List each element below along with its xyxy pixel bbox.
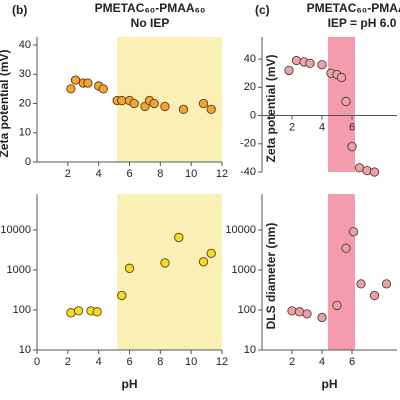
point <box>73 306 84 316</box>
shaded-region <box>328 194 355 350</box>
point <box>160 258 170 268</box>
x-tick-label: 2 <box>65 356 71 368</box>
point <box>98 84 108 94</box>
y-tick-label: 10 <box>19 344 31 356</box>
chart-subtitle: No IEP <box>131 16 170 30</box>
point <box>117 95 127 106</box>
point <box>66 84 76 94</box>
y-tick-label: 100 <box>13 304 31 316</box>
y-tick-label: 20 <box>19 97 31 109</box>
x-tick-label: 4 <box>96 356 102 368</box>
y-tick-label: 10000 <box>0 224 31 236</box>
x-tick-label: 8 <box>157 356 163 368</box>
point <box>160 101 170 112</box>
y-tick-label: 1000 <box>7 264 31 276</box>
point <box>369 290 380 301</box>
y-tick-label: 100 <box>238 304 256 316</box>
point <box>302 309 312 319</box>
y-axis-label: Zeta potential (mV) <box>0 49 11 157</box>
point <box>174 232 184 243</box>
y-tick-label: 10 <box>244 344 256 356</box>
point <box>178 104 189 115</box>
y-tick-label: -40 <box>240 166 256 178</box>
point <box>129 98 139 109</box>
point <box>362 165 372 176</box>
point <box>206 248 216 259</box>
y-tick-label: 0 <box>250 109 256 121</box>
x-tick-label: 0 <box>34 356 40 368</box>
point <box>317 312 327 323</box>
y-tick-label: 30 <box>19 68 31 80</box>
y-axis-label: DLS diameter (nm) <box>264 223 278 330</box>
x-tick-label: 4 <box>319 121 325 133</box>
y-tick-label: -20 <box>240 138 256 150</box>
y-tick-label: 0 <box>25 156 31 168</box>
x-axis-label: pH <box>322 377 338 391</box>
point <box>336 72 347 83</box>
x-tick-label: 12 <box>216 168 228 180</box>
x-tick-label: 4 <box>96 168 102 180</box>
panel-label: (c) <box>255 3 270 17</box>
point <box>305 58 315 68</box>
y-tick-label: 40 <box>244 53 256 65</box>
x-tick-label: 4 <box>319 356 325 368</box>
x-tick-label: 12 <box>216 356 228 368</box>
point <box>206 104 216 115</box>
y-tick-label: 40 <box>19 39 31 51</box>
x-tick-label: 2 <box>289 121 295 133</box>
x-tick-label: 6 <box>126 356 132 368</box>
point <box>341 243 351 253</box>
point <box>198 257 209 267</box>
point <box>381 279 392 289</box>
y-tick-label: 20 <box>244 81 256 93</box>
y-tick-label: 1000 <box>232 264 256 276</box>
shaded-region <box>328 37 355 172</box>
chart-title: PMETAC₆₀-PMAA₆₀ <box>307 1 400 15</box>
y-tick-label: 10000 <box>225 224 256 236</box>
panel-label: (b) <box>12 3 27 17</box>
point <box>317 60 327 70</box>
x-tick-label: 10 <box>185 168 197 180</box>
y-tick-label: 10 <box>19 127 31 139</box>
chart-subtitle: IEP = pH 6.0 <box>328 16 397 30</box>
x-tick-label: 6 <box>349 356 355 368</box>
point <box>66 308 76 318</box>
x-axis-label: pH <box>122 377 138 391</box>
point <box>341 96 351 107</box>
point <box>92 307 102 317</box>
shaded-region <box>117 194 222 350</box>
point <box>198 98 209 109</box>
point <box>369 167 380 177</box>
x-tick-label: 10 <box>185 356 197 368</box>
chart-title: PMETAC₆₀-PMAA₆₀ <box>95 1 206 15</box>
point <box>149 98 159 109</box>
point <box>356 279 366 289</box>
point <box>348 227 359 237</box>
point <box>287 306 297 316</box>
point <box>70 75 81 85</box>
y-axis-label: Zeta potential (mV) <box>264 54 278 162</box>
x-tick-label: 8 <box>157 168 163 180</box>
point <box>332 300 342 311</box>
point <box>83 78 93 88</box>
point <box>347 141 357 152</box>
point <box>284 65 294 76</box>
point <box>117 290 127 301</box>
x-tick-label: 6 <box>126 168 132 180</box>
x-tick-label: 6 <box>349 121 355 133</box>
point <box>124 263 135 273</box>
point <box>291 55 302 66</box>
x-tick-label: 2 <box>65 168 71 180</box>
x-tick-label: 2 <box>289 356 295 368</box>
